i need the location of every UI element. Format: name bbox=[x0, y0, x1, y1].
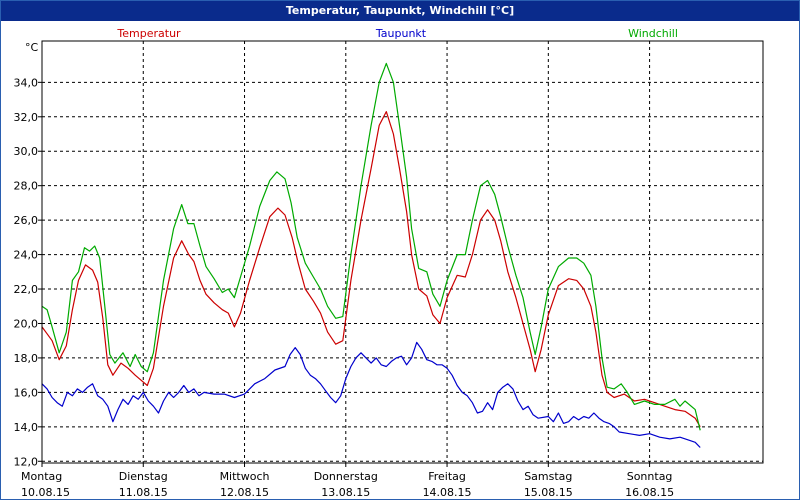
series-layer bbox=[41, 62, 701, 448]
legend-taupunkt: Taupunkt bbox=[375, 27, 427, 40]
series-line-windchill bbox=[41, 62, 701, 431]
y-tick-label: 12,0 bbox=[14, 455, 39, 468]
y-axis-ticks: 12,0 14,0 16,0 18,0 20,0 22,0 24,0 26,0 28,0 30,0… bbox=[14, 76, 42, 468]
y-tick-label: 28,0 bbox=[14, 180, 39, 193]
y-tick-label: 34,0 bbox=[14, 76, 39, 89]
series-line-temperatur bbox=[41, 110, 701, 428]
x-axis-ticks: Montag 10.08.15 Dienstag 11.08.15 Mittwoch 12… bbox=[21, 463, 674, 499]
x-tick-date: 14.08.15 bbox=[423, 486, 472, 499]
y-tick-label: 22,0 bbox=[14, 283, 39, 296]
y-tick-label: 30,0 bbox=[14, 145, 39, 158]
x-tick-day: Samstag bbox=[524, 470, 572, 483]
x-tick-date: 13.08.15 bbox=[321, 486, 370, 499]
legend-temperatur: Temperatur bbox=[116, 27, 181, 40]
window-title: Temperatur, Taupunkt, Windchill [°C] bbox=[1, 1, 799, 21]
plot-area-border bbox=[41, 40, 764, 464]
x-tick-day: Dienstag bbox=[119, 470, 168, 483]
y-tick-label: 16,0 bbox=[14, 386, 39, 399]
y-axis-label: °C bbox=[25, 41, 39, 54]
x-tick-day: Freitag bbox=[428, 470, 466, 483]
x-tick-day: Montag bbox=[21, 470, 62, 483]
y-tick-label: 26,0 bbox=[14, 214, 39, 227]
grid-lines bbox=[42, 41, 763, 463]
x-tick-day: Mittwoch bbox=[220, 470, 270, 483]
x-tick-day: Sonntag bbox=[627, 470, 673, 483]
x-tick-day: Donnerstag bbox=[314, 470, 378, 483]
y-tick-label: 14,0 bbox=[14, 421, 39, 434]
x-tick-date: 11.08.15 bbox=[119, 486, 168, 499]
series-line-taupunkt bbox=[41, 341, 701, 448]
x-tick-date: 12.08.15 bbox=[220, 486, 269, 499]
x-tick-date: 16.08.15 bbox=[625, 486, 674, 499]
x-tick-date: 15.08.15 bbox=[524, 486, 573, 499]
legend-windchill: Windchill bbox=[628, 27, 678, 40]
y-tick-label: 32,0 bbox=[14, 111, 39, 124]
y-tick-label: 18,0 bbox=[14, 352, 39, 365]
x-tick-date: 10.08.15 bbox=[21, 486, 70, 499]
y-tick-label: 20,0 bbox=[14, 317, 39, 330]
y-tick-label: 24,0 bbox=[14, 249, 39, 262]
